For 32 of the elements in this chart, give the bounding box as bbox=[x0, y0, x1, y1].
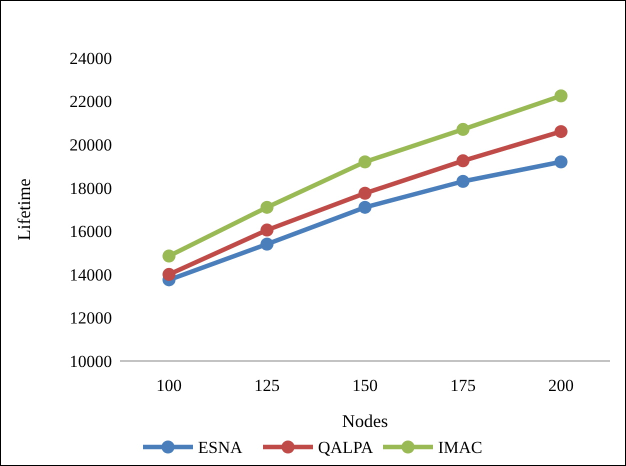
legend-label: QALPA bbox=[318, 438, 374, 457]
x-tick-label: 100 bbox=[156, 376, 182, 395]
y-tick-label: 20000 bbox=[70, 136, 112, 155]
point bbox=[358, 155, 372, 168]
point bbox=[554, 89, 568, 102]
point bbox=[456, 174, 470, 188]
y-tick-label: 14000 bbox=[70, 265, 112, 284]
y-tick-label: 12000 bbox=[70, 308, 112, 328]
point bbox=[260, 238, 274, 251]
x-tick-label: 150 bbox=[352, 376, 378, 395]
y-tick-label: 24000 bbox=[70, 48, 112, 68]
point bbox=[358, 200, 372, 214]
y-tick-label: 22000 bbox=[70, 92, 112, 112]
point bbox=[162, 250, 176, 263]
point bbox=[260, 224, 274, 237]
legend-label: ESNA bbox=[198, 438, 244, 457]
point bbox=[260, 200, 274, 214]
x-tick-label: 125 bbox=[254, 376, 280, 395]
legend-label: IMAC bbox=[438, 438, 482, 457]
point bbox=[554, 155, 568, 168]
point bbox=[358, 186, 372, 200]
point bbox=[554, 125, 568, 138]
y-tick-label: 10000 bbox=[70, 352, 112, 371]
x-tick-label: 200 bbox=[548, 376, 574, 395]
point bbox=[456, 122, 470, 136]
point bbox=[162, 268, 176, 281]
x-axis-title: Nodes bbox=[342, 411, 388, 431]
x-tick-label: 175 bbox=[450, 376, 476, 395]
y-axis-title: Lifetime bbox=[14, 178, 34, 240]
point bbox=[456, 154, 470, 168]
y-tick-label: 18000 bbox=[70, 178, 112, 198]
y-tick-label: 16000 bbox=[70, 222, 112, 242]
